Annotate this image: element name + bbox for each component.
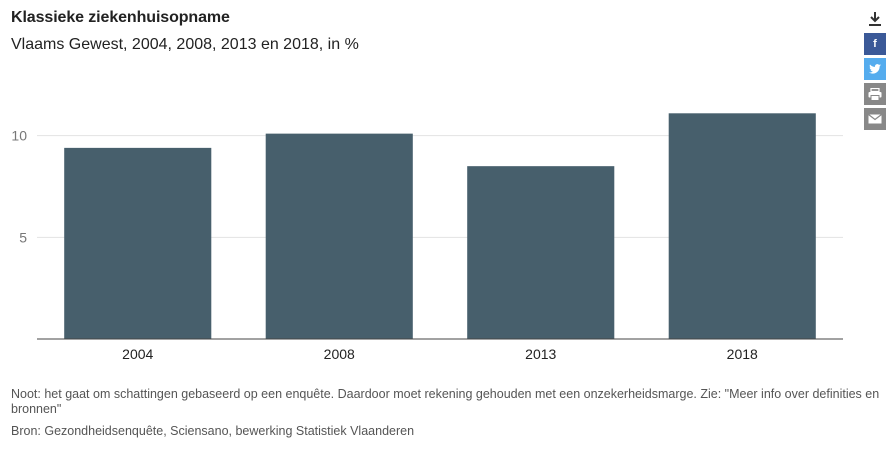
- facebook-icon: f: [873, 38, 877, 50]
- email-share-button[interactable]: [864, 108, 886, 130]
- x-tick-label: 2008: [324, 346, 355, 362]
- twitter-icon: [869, 64, 881, 74]
- bar-2018: [668, 113, 816, 339]
- x-tick-label: 2018: [727, 346, 758, 362]
- y-tick-label: 10: [11, 128, 27, 144]
- x-tick-label: 2004: [122, 346, 153, 362]
- facebook-share-button[interactable]: f: [864, 33, 886, 55]
- y-tick-label: 5: [19, 229, 27, 245]
- bar-2008: [265, 133, 413, 339]
- chart-note: Noot: het gaat om schattingen gebaseerd …: [11, 387, 880, 416]
- print-icon: [868, 87, 882, 101]
- chart-source: Bron: Gezondheidsenquête, Sciensano, bew…: [11, 424, 415, 438]
- bar-2013: [467, 166, 615, 339]
- x-tick-label: 2013: [525, 346, 556, 362]
- chart-subtitle: Vlaams Gewest, 2004, 2008, 2013 en 2018,…: [11, 36, 359, 53]
- twitter-share-button[interactable]: [864, 58, 886, 80]
- download-button[interactable]: [864, 8, 886, 30]
- mail-icon: [868, 114, 882, 124]
- bar-chart: 5 10 2004 2008 2013 2018: [11, 113, 843, 362]
- share-toolbar: f: [864, 8, 886, 133]
- bar-2004: [64, 147, 212, 339]
- download-icon: [869, 12, 881, 26]
- chart-title: Klassieke ziekenhuisopname: [11, 9, 230, 26]
- print-button[interactable]: [864, 83, 886, 105]
